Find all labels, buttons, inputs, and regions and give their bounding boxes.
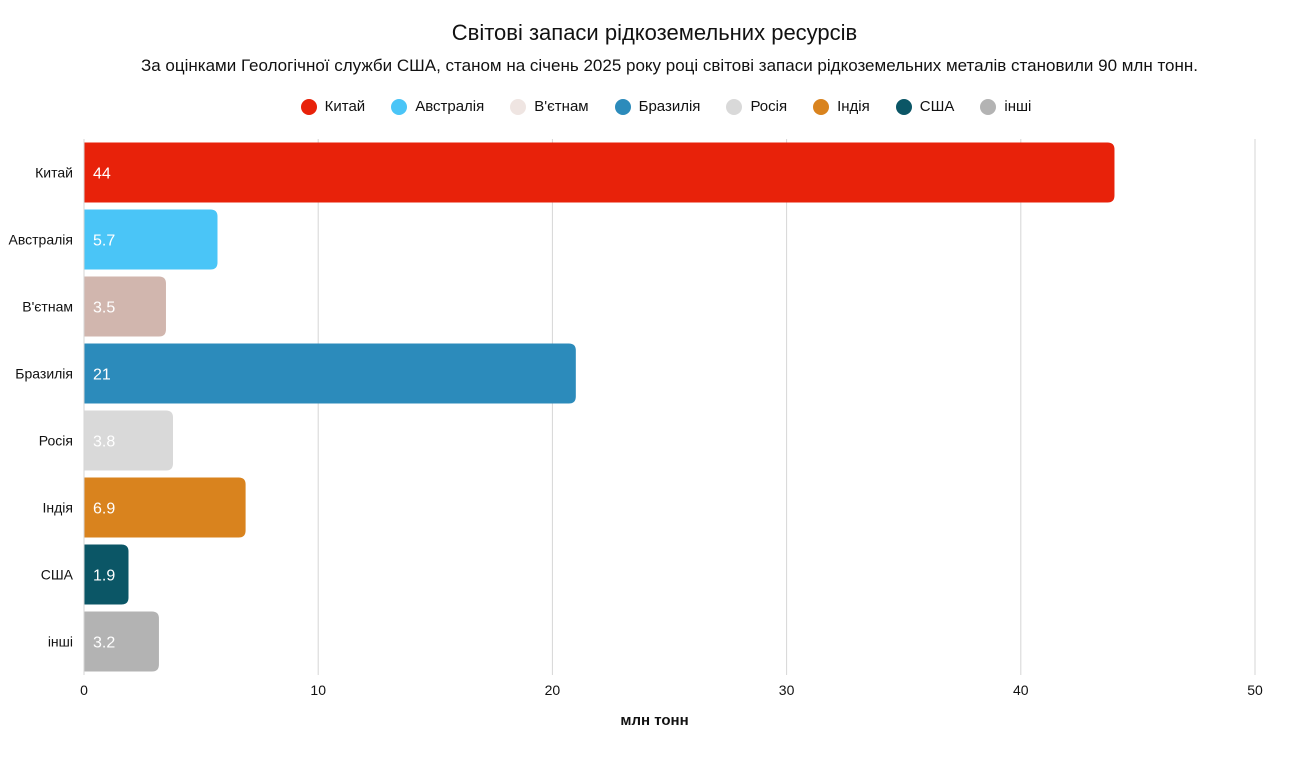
bar-value-label: 5.7 xyxy=(93,233,115,250)
legend-label: Індія xyxy=(837,98,870,115)
legend-label: Китай xyxy=(324,98,366,115)
bar-value-label: 6.9 xyxy=(93,501,115,518)
category-label: Австралія xyxy=(9,232,73,248)
legend-label: Росія xyxy=(750,98,788,115)
legend-item[interactable]: США xyxy=(895,98,955,115)
bar[interactable] xyxy=(84,142,1115,203)
legend-item[interactable]: Індія xyxy=(813,98,870,115)
category-label: В'єтнам xyxy=(22,299,73,315)
x-tick-label: 30 xyxy=(779,682,795,698)
x-tick-label: 10 xyxy=(310,682,326,698)
category-label: Бразилія xyxy=(15,366,73,382)
x-tick-label: 50 xyxy=(1247,682,1263,698)
legend-swatch xyxy=(895,98,912,115)
category-label: Росія xyxy=(39,433,73,449)
legend-label: Австралія xyxy=(415,98,485,115)
bar-value-label: 1.9 xyxy=(93,568,115,585)
legend-label: Бразилія xyxy=(638,98,701,115)
legend-swatch xyxy=(300,98,317,115)
legend-swatch xyxy=(391,98,408,115)
category-label: інші xyxy=(48,634,73,650)
category-label: Китай xyxy=(35,165,73,181)
bar-value-label: 3.5 xyxy=(93,300,115,317)
bar-value-label: 21 xyxy=(93,367,111,384)
legend-swatch xyxy=(510,98,527,115)
bar-value-label: 3.8 xyxy=(93,434,115,451)
legend-label: інші xyxy=(1004,98,1032,115)
legend-item[interactable]: Росія xyxy=(726,98,787,115)
legend-swatch xyxy=(614,98,631,115)
bar[interactable] xyxy=(84,343,576,404)
legend-label: В'єтнам xyxy=(534,98,589,115)
x-axis-title: млн тонн xyxy=(620,712,688,729)
legend-swatch xyxy=(813,98,830,115)
category-label: Індія xyxy=(43,500,73,516)
legend-swatch xyxy=(726,98,743,115)
bar[interactable] xyxy=(84,209,218,270)
bar-value-label: 44 xyxy=(93,166,111,183)
legend-item[interactable]: інші xyxy=(980,98,1031,115)
bar[interactable] xyxy=(84,611,159,672)
legend-item[interactable]: Бразилія xyxy=(614,98,701,115)
bar[interactable] xyxy=(84,410,173,471)
bar[interactable] xyxy=(84,477,246,538)
category-label: США xyxy=(41,567,74,583)
x-tick-label: 0 xyxy=(80,682,88,698)
bar[interactable] xyxy=(84,544,129,605)
legend-swatch xyxy=(980,98,997,115)
bar-value-label: 3.2 xyxy=(93,635,115,652)
legend-item[interactable]: Австралія xyxy=(391,98,484,115)
legend-item[interactable]: Китай xyxy=(300,98,366,115)
x-tick-label: 40 xyxy=(1013,682,1029,698)
bar[interactable] xyxy=(84,276,166,337)
x-tick-label: 20 xyxy=(545,682,561,698)
chart-legend: Китай Австралія В'єтнам Бразилія Росія Індія С… xyxy=(0,98,1309,115)
legend-label: США xyxy=(919,98,955,115)
legend-item[interactable]: В'єтнам xyxy=(510,98,589,115)
chart-subtitle: За оцінками Геологічної служби США, стан… xyxy=(140,56,1199,75)
chart-title: Світові запаси рідкоземельних ресурсів xyxy=(451,20,858,45)
